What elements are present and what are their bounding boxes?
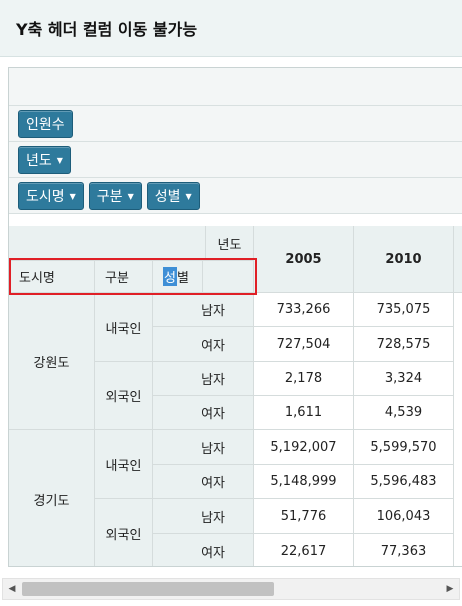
measure-zone: 인원수: [9, 106, 462, 142]
city-cell: 경기도: [9, 430, 95, 566]
scroll-thumb[interactable]: [22, 582, 274, 596]
row-header-type[interactable]: 구분: [95, 261, 153, 293]
scroll-right-icon[interactable]: ▶: [446, 584, 454, 594]
sex-cell: 남자: [153, 362, 254, 396]
row-chip-label: 성별: [154, 188, 181, 205]
scroll-left-icon[interactable]: ◀: [8, 584, 16, 594]
row-zone: 도시명 ▼ 구분 ▼ 성별 ▼: [9, 178, 462, 214]
value-cell: 22,617: [254, 534, 354, 566]
value-cell: 3,324: [354, 362, 454, 396]
sex-cell: 남자: [153, 293, 254, 327]
chevron-down-icon[interactable]: ▼: [185, 192, 192, 201]
type-cell: 외국인: [95, 499, 153, 566]
horizontal-scrollbar[interactable]: ◀ ▶: [2, 578, 460, 600]
sex-cell: 여자: [153, 327, 254, 362]
sex-cell: 여자: [153, 396, 254, 430]
sex-cell: 여자: [153, 534, 254, 566]
value-cell: 5,192,007: [254, 430, 354, 465]
chevron-down-icon[interactable]: ▼: [56, 156, 63, 165]
value-cell: 4,539: [354, 396, 454, 430]
value-cell: 735,075: [354, 293, 454, 327]
row-header-sex-rest: 별: [176, 271, 189, 286]
value-cell: 77,363: [354, 534, 454, 566]
type-cell: 외국인: [95, 362, 153, 430]
value-cell: 733,266: [254, 293, 354, 327]
row-chip-label: 구분: [96, 188, 123, 205]
sex-cell: 여자: [153, 465, 254, 499]
value-cell: 5,596,483: [354, 465, 454, 499]
measure-chip-label: 인원수: [26, 116, 65, 133]
row-chip-city[interactable]: 도시명 ▼: [18, 181, 84, 210]
value-cell: 727,504: [254, 327, 354, 362]
year-header-2010[interactable]: 2010: [354, 226, 454, 293]
value-cell: 2,178: [254, 362, 354, 396]
pivot-toolbar: [9, 68, 462, 106]
chevron-down-icon[interactable]: ▼: [127, 192, 134, 201]
type-cell: 내국인: [95, 293, 153, 362]
sex-cell: 남자: [153, 430, 254, 465]
column-header-label: 년도: [205, 226, 254, 261]
row-header-spacer: [203, 261, 254, 293]
value-cell: 728,575: [354, 327, 454, 362]
sex-cell: 남자: [153, 499, 254, 534]
column-chip-year[interactable]: 년도 ▼: [18, 145, 71, 174]
row-header-sex-selected: 성: [163, 267, 177, 286]
type-cell: 내국인: [95, 430, 153, 499]
value-cell: 5,599,570: [354, 430, 454, 465]
column-zone: 년도 ▼: [9, 142, 462, 178]
city-cell: 강원도: [9, 293, 95, 430]
row-chip-type[interactable]: 구분 ▼: [88, 181, 142, 210]
measure-chip[interactable]: 인원수: [18, 109, 73, 138]
value-cell: 5,148,999: [254, 465, 354, 499]
value-cell: 1,611: [254, 396, 354, 430]
column-chip-label: 년도: [26, 152, 52, 169]
year-header-overflow: [454, 226, 462, 293]
year-header-2005[interactable]: 2005: [254, 226, 354, 293]
row-chip-sex[interactable]: 성별 ▼: [146, 181, 200, 210]
value-cell: 106,043: [354, 499, 454, 534]
value-cell: 51,776: [254, 499, 354, 534]
row-header-city[interactable]: 도시명: [9, 261, 95, 293]
page-title: Y축 헤더 컬럼 이동 불가능: [0, 0, 462, 57]
chevron-down-icon[interactable]: ▼: [69, 192, 76, 201]
row-chip-label: 도시명: [26, 188, 65, 205]
